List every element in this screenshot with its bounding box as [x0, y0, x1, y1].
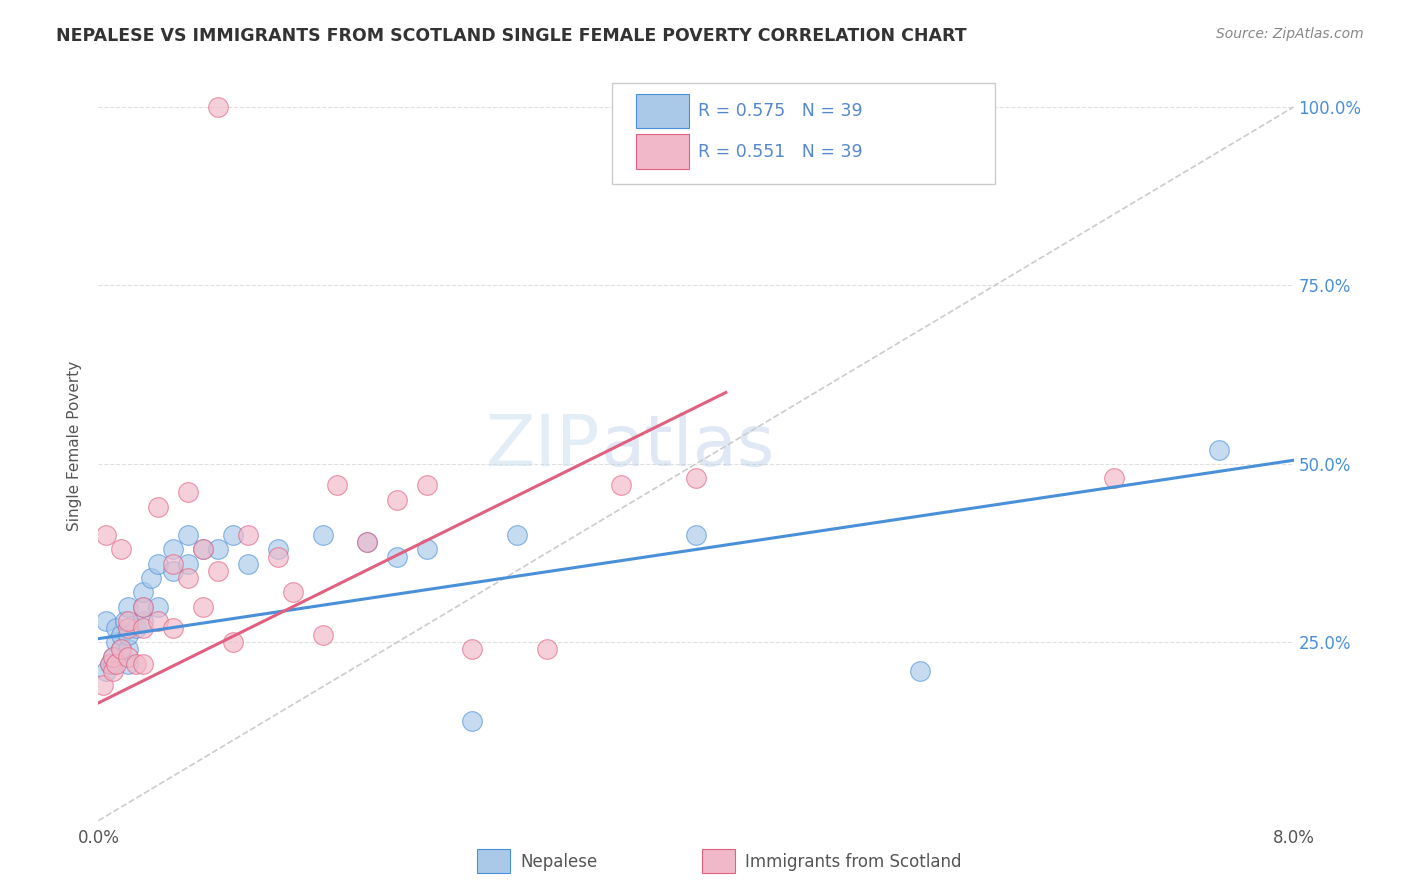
- Point: [685, 528, 707, 542]
- Point: [267, 542, 290, 557]
- Point: [191, 542, 214, 557]
- Point: [105, 621, 128, 635]
- Point: [110, 642, 132, 657]
- Point: [94, 664, 117, 678]
- Text: R = 0.551   N = 39: R = 0.551 N = 39: [699, 143, 863, 161]
- Point: [148, 614, 170, 628]
- Point: [91, 678, 114, 692]
- Point: [385, 492, 409, 507]
- Point: [148, 557, 170, 571]
- Point: [110, 542, 132, 557]
- Text: NEPALESE VS IMMIGRANTS FROM SCOTLAND SINGLE FEMALE POVERTY CORRELATION CHART: NEPALESE VS IMMIGRANTS FROM SCOTLAND SIN…: [56, 27, 967, 45]
- Point: [461, 714, 484, 728]
- Point: [117, 649, 139, 664]
- Point: [132, 657, 155, 671]
- Point: [356, 535, 378, 549]
- Point: [222, 528, 245, 542]
- Point: [132, 614, 155, 628]
- Text: atlas: atlas: [600, 411, 775, 481]
- Point: [177, 557, 200, 571]
- Point: [117, 614, 139, 628]
- Point: [177, 528, 200, 542]
- Point: [1208, 442, 1230, 457]
- Point: [416, 542, 439, 557]
- Point: [191, 542, 214, 557]
- Point: [117, 642, 139, 657]
- Point: [191, 599, 214, 614]
- Point: [356, 535, 378, 549]
- Point: [162, 621, 184, 635]
- Text: ZIP: ZIP: [486, 411, 600, 481]
- Text: Immigrants from Scotland: Immigrants from Scotland: [745, 853, 962, 871]
- FancyBboxPatch shape: [637, 135, 689, 169]
- Point: [94, 528, 117, 542]
- Point: [281, 585, 304, 599]
- Point: [311, 628, 333, 642]
- Point: [114, 614, 136, 628]
- Point: [132, 599, 155, 614]
- Text: R = 0.575   N = 39: R = 0.575 N = 39: [699, 102, 863, 120]
- Point: [207, 564, 229, 578]
- Point: [908, 664, 931, 678]
- Point: [385, 549, 409, 564]
- Point: [177, 485, 200, 500]
- Point: [207, 542, 229, 557]
- Point: [117, 628, 139, 642]
- Point: [461, 642, 484, 657]
- Point: [117, 621, 139, 635]
- Point: [117, 599, 139, 614]
- Point: [416, 478, 439, 492]
- Point: [132, 585, 155, 599]
- Point: [132, 621, 155, 635]
- Point: [222, 635, 245, 649]
- Point: [103, 664, 125, 678]
- Point: [162, 542, 184, 557]
- FancyBboxPatch shape: [637, 94, 689, 128]
- Point: [148, 599, 170, 614]
- Point: [105, 635, 128, 649]
- Point: [125, 621, 148, 635]
- Point: [110, 642, 132, 657]
- Point: [117, 657, 139, 671]
- Point: [236, 557, 259, 571]
- Point: [98, 657, 122, 671]
- Point: [536, 642, 558, 657]
- Point: [103, 649, 125, 664]
- Point: [311, 528, 333, 542]
- Y-axis label: Single Female Poverty: Single Female Poverty: [67, 361, 83, 531]
- Point: [125, 657, 148, 671]
- Point: [267, 549, 290, 564]
- Point: [236, 528, 259, 542]
- Text: Source: ZipAtlas.com: Source: ZipAtlas.com: [1216, 27, 1364, 41]
- Point: [103, 649, 125, 664]
- Point: [148, 500, 170, 514]
- Point: [610, 478, 633, 492]
- FancyBboxPatch shape: [702, 849, 735, 873]
- Point: [326, 478, 349, 492]
- Point: [139, 571, 162, 585]
- Point: [105, 657, 128, 671]
- Point: [132, 599, 155, 614]
- Point: [162, 564, 184, 578]
- Point: [162, 557, 184, 571]
- Point: [1104, 471, 1126, 485]
- Point: [103, 657, 125, 671]
- Point: [685, 471, 707, 485]
- Point: [110, 628, 132, 642]
- Point: [98, 657, 122, 671]
- Text: Nepalese: Nepalese: [520, 853, 598, 871]
- Point: [177, 571, 200, 585]
- Point: [94, 614, 117, 628]
- FancyBboxPatch shape: [613, 83, 995, 184]
- Point: [207, 100, 229, 114]
- FancyBboxPatch shape: [477, 849, 510, 873]
- Point: [506, 528, 529, 542]
